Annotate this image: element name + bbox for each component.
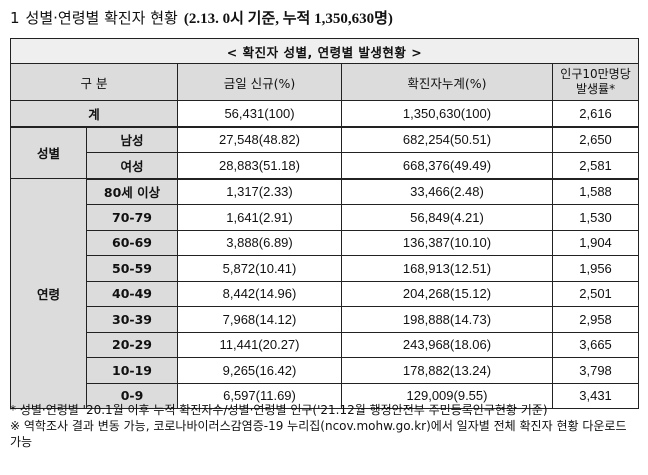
age-row: 0-9 6,597(11.69) 129,009(9.55) 3,431 [11, 382, 640, 409]
footnote-2: ※ 역학조사 결과 변동 가능, 코로나바이러스감염증-19 누리집(ncov.… [10, 419, 627, 449]
header-per100k: 인구10만명당 발생률* [551, 63, 640, 101]
sex-row-cumulative: 682,254(50.51) [341, 126, 553, 153]
table-row-total: 계 56,431(100) 1,350,630(100) 2,616 [10, 100, 640, 128]
age-group-label: 연령 [10, 178, 87, 409]
total-label: 계 [10, 100, 178, 128]
table-header-row: 구 분 금일 신규(%) 확진자누계(%) 인구10만명당 발생률* [10, 63, 640, 101]
age-row: 40-49 8,442(14.96) 204,268(15.12) 2,501 [11, 280, 640, 307]
age-row-cumulative: 198,888(14.73) [341, 306, 553, 333]
age-row: 30-39 7,968(14.12) 198,888(14.73) 2,958 [11, 306, 640, 333]
age-row-cumulative: 33,466(2.48) [341, 178, 553, 205]
footnotes: * 성별·연령별 '20.1월 이후 누적 확진자수/성별·연령별 인구('21… [10, 402, 640, 450]
age-row-cumulative: 129,009(9.55) [341, 382, 553, 409]
header-category: 구 분 [10, 63, 178, 101]
age-row-new: 8,442(14.96) [177, 280, 342, 307]
age-row-new: 6,597(11.69) [177, 382, 342, 409]
section-number: 1 [10, 9, 20, 27]
age-row-label: 0-9 [86, 382, 178, 409]
sex-row-label: 남성 [86, 126, 178, 153]
age-row-new: 1,641(2.91) [177, 204, 342, 231]
age-row-new: 9,265(16.42) [177, 357, 342, 384]
age-row-rate: 2,501 [551, 280, 640, 307]
sex-row-new: 27,548(48.82) [177, 126, 342, 153]
age-row-label: 10-19 [86, 357, 178, 384]
age-row-label: 20-29 [86, 331, 178, 358]
age-row: 10-19 9,265(16.42) 178,882(13.24) 3,798 [11, 357, 640, 384]
section-heading: 성별·연령별 확진자 현황 [25, 9, 178, 27]
age-row-new: 3,888(6.89) [177, 229, 342, 256]
sex-row: 성별 남성 27,548(48.82) 682,254(50.51) 2,650 [10, 126, 640, 179]
age-row-cumulative: 136,387(10.10) [341, 229, 553, 256]
header-new-today: 금일 신규(%) [177, 63, 342, 101]
age-row-new: 1,317(2.33) [177, 178, 342, 205]
total-new: 56,431(100) [177, 100, 342, 128]
footnote-1: * 성별·연령별 '20.1월 이후 누적 확진자수/성별·연령별 인구('21… [10, 403, 548, 417]
age-row-label: 40-49 [86, 280, 178, 307]
table-caption: < 확진자 성별, 연령별 발생현황 > [9, 38, 640, 64]
age-row-cumulative: 168,913(12.51) [341, 255, 553, 282]
age-row: 60-69 3,888(6.89) 136,387(10.10) 1,904 [11, 229, 640, 256]
table-caption-row: < 확진자 성별, 연령별 발생현황 > [9, 38, 640, 64]
sex-row-rate: 2,650 [551, 126, 640, 153]
age-row-label: 70-79 [86, 204, 178, 231]
age-row-label: 30-39 [86, 306, 178, 333]
sex-group-label: 성별 [10, 126, 87, 179]
sex-row: 여성 28,883(51.18) 668,376(49.49) 2,581 [11, 152, 640, 180]
header-cumulative: 확진자누계(%) [341, 63, 553, 101]
age-row: 50-59 5,872(10.41) 168,913(12.51) 1,956 [11, 255, 640, 282]
section-title: 1 성별·연령별 확진자 현황 (2.13. 0시 기준, 누적 1,350,630… [10, 6, 393, 30]
sex-row-label: 여성 [86, 152, 178, 180]
age-row-rate: 3,798 [551, 357, 640, 384]
age-row-rate: 3,665 [551, 331, 640, 358]
age-row-label: 80세 이상 [86, 178, 178, 205]
total-cumulative: 1,350,630(100) [341, 100, 553, 128]
age-row-rate: 3,431 [551, 382, 640, 409]
age-row-cumulative: 204,268(15.12) [341, 280, 553, 307]
age-row: 연령 80세 이상 1,317(2.33) 33,466(2.48) 1,588 [10, 178, 640, 409]
age-row-rate: 1,956 [551, 255, 640, 282]
total-rate: 2,616 [551, 100, 640, 128]
age-row-rate: 1,530 [551, 204, 640, 231]
age-row-new: 11,441(20.27) [177, 331, 342, 358]
age-row-cumulative: 56,849(4.21) [341, 204, 553, 231]
sex-row-cumulative: 668,376(49.49) [341, 152, 553, 180]
age-row-new: 5,872(10.41) [177, 255, 342, 282]
age-row: 70-79 1,641(2.91) 56,849(4.21) 1,530 [11, 204, 640, 231]
confirmed-cases-table: < 확진자 성별, 연령별 발생현황 > 구 분 금일 신규(%) 확진자누계(… [9, 38, 640, 409]
sex-row-new: 28,883(51.18) [177, 152, 342, 180]
age-row-cumulative: 178,882(13.24) [341, 357, 553, 384]
sex-row-rate: 2,581 [551, 152, 640, 180]
age-row-label: 50-59 [86, 255, 178, 282]
reference-date: (2.13. 0시 기준, 누적 1,350,630명) [183, 11, 393, 27]
age-row-new: 7,968(14.12) [177, 306, 342, 333]
age-row-label: 60-69 [86, 229, 178, 256]
age-row-cumulative: 243,968(18.06) [341, 331, 553, 358]
age-row-rate: 2,958 [551, 306, 640, 333]
age-row-rate: 1,588 [551, 178, 640, 205]
age-row: 20-29 11,441(20.27) 243,968(18.06) 3,665 [11, 331, 640, 358]
age-row-rate: 1,904 [551, 229, 640, 256]
